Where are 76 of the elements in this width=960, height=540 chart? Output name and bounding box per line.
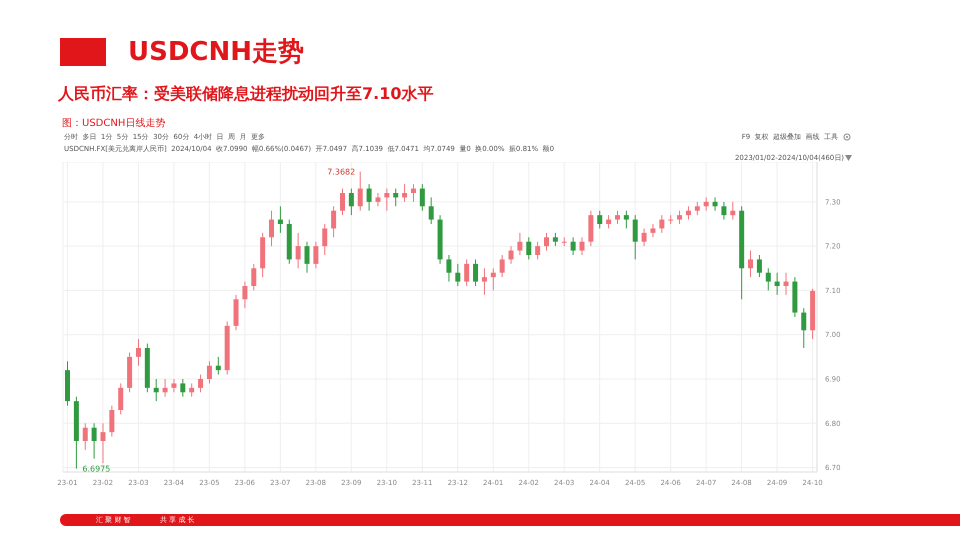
candlestick [624,210,629,229]
candlestick [216,356,221,376]
candlestick [650,224,656,238]
text: 图：USDCNH日线走势 [62,116,166,130]
annotation: 7.3682 [327,167,356,176]
candlestick [322,224,328,256]
candlestick [784,272,789,296]
candlestick [410,184,416,202]
candlestick [118,382,124,415]
candlestick [730,201,736,220]
candlestick [92,422,97,460]
candlestick [198,374,204,393]
chart-title: USDCNH走势 [128,36,304,69]
candlestick [774,272,780,296]
candlestick [278,206,283,234]
candlestick [632,214,638,260]
candlestick [384,188,390,212]
candlestick [304,241,310,274]
candlestick [473,258,478,286]
candlestick [756,254,762,278]
candlestick [375,192,380,207]
candlestick [677,210,682,224]
candlestick [517,232,522,256]
candlestick [766,268,771,291]
candlestick [464,258,470,286]
candlestick [704,196,709,212]
candlestick [606,214,612,229]
candlestick [455,263,460,286]
candlestick [642,228,647,247]
candlestick [162,378,168,398]
candlestick [420,184,425,212]
candlestick [482,268,487,296]
candlestick [402,184,408,202]
candlestick [659,214,664,234]
candlestick [296,232,301,269]
candlestick [242,281,248,309]
candlestick [712,196,718,212]
candlestick [721,201,726,220]
candlestick [348,188,354,216]
candlestick [579,236,584,256]
candlestick [686,206,691,220]
candlestick [154,378,159,402]
candlestick [269,210,274,247]
candlestick [82,422,88,450]
candlestick [136,338,141,366]
candlestick [535,241,540,260]
candlestick [340,188,345,216]
chart-subtitle: 人民币汇率：受美联储降息进程扰动回升至7.10水平 [58,84,434,105]
candlestick [748,250,754,278]
candlestick [597,210,602,229]
candlestick [331,206,336,238]
candlestick [180,378,186,398]
candlestick [500,254,505,278]
candlestick [428,196,434,224]
candlestick [801,308,806,348]
candlestick [189,382,194,398]
candlestick [109,405,114,438]
candlestick [544,232,550,252]
candlestick [251,263,256,291]
candlestick [552,232,558,247]
candlestick [570,236,576,256]
candlestick [171,378,176,393]
candlestick [313,241,318,269]
candlestick [614,210,620,224]
candlestick [490,268,496,291]
candlestick [446,254,452,282]
candlestick [526,236,532,260]
candlestick [508,246,514,264]
candlestick [393,188,398,207]
candlestick [366,184,372,212]
annotation: 6.6975 [82,464,110,474]
candlestick [694,201,700,216]
candlestick [100,422,106,464]
candlestick [668,214,674,224]
candlestick [206,360,212,384]
candlestick [358,171,363,212]
